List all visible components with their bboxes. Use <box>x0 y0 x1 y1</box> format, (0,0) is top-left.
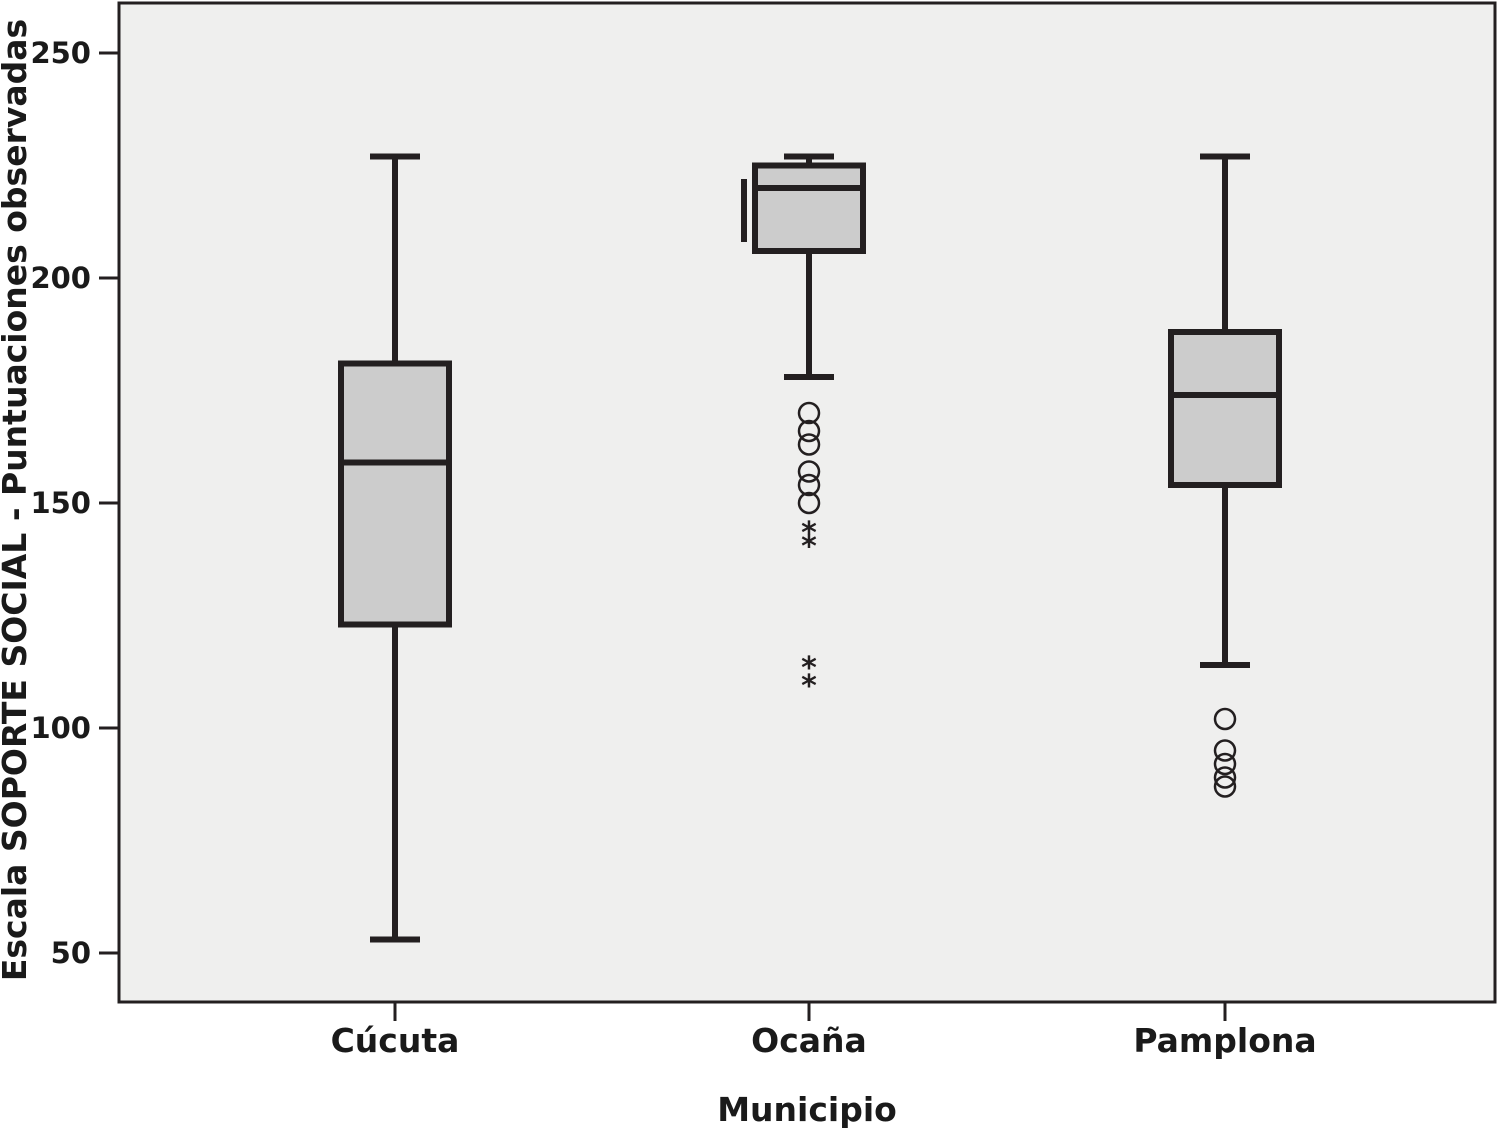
outlier-point <box>797 473 821 497</box>
x-axis-title: Municipio <box>717 1090 897 1129</box>
box-group <box>1168 153 1282 798</box>
outlier-point <box>1213 707 1237 731</box>
x-tick-label: Ocaña <box>751 1021 867 1060</box>
y-tick-label: 100 <box>30 711 91 745</box>
boxes: **** <box>338 153 1282 943</box>
plot-area <box>117 1 1497 1004</box>
iqr-box <box>1168 329 1282 488</box>
y-tick-label: 250 <box>30 36 91 70</box>
outlier-point <box>797 401 821 425</box>
outlier-point <box>1213 766 1237 789</box>
extreme-point: * <box>801 651 817 686</box>
box-group <box>338 153 452 943</box>
outlier-point <box>1213 752 1237 776</box>
box-group: **** <box>752 153 866 704</box>
y-axis: 50 100 150 200 250 <box>30 36 119 970</box>
outlier-point <box>797 419 821 443</box>
x-tick-label: Pamplona <box>1133 1021 1316 1060</box>
outlier-point <box>1213 775 1237 798</box>
iqr-box <box>338 360 452 628</box>
y-tick-label: 150 <box>30 486 91 520</box>
iqr-box <box>752 162 866 254</box>
y-axis-title: Escala SOPORTE SOCIAL - Puntuaciones obs… <box>0 19 34 981</box>
extreme-point: * <box>801 669 817 704</box>
outlier-point <box>1213 739 1237 762</box>
x-axis: Cúcuta Ocaña Pamplona <box>331 1002 1317 1060</box>
y-tick-label: 200 <box>30 261 91 295</box>
extreme-point: * <box>801 530 817 565</box>
x-tick-label: Cúcuta <box>331 1021 460 1060</box>
outlier-point <box>797 460 821 483</box>
outlier-point <box>797 433 821 456</box>
extreme-point: * <box>801 516 817 551</box>
y-tick-label: 50 <box>51 936 91 970</box>
outlier-point <box>797 491 821 515</box>
